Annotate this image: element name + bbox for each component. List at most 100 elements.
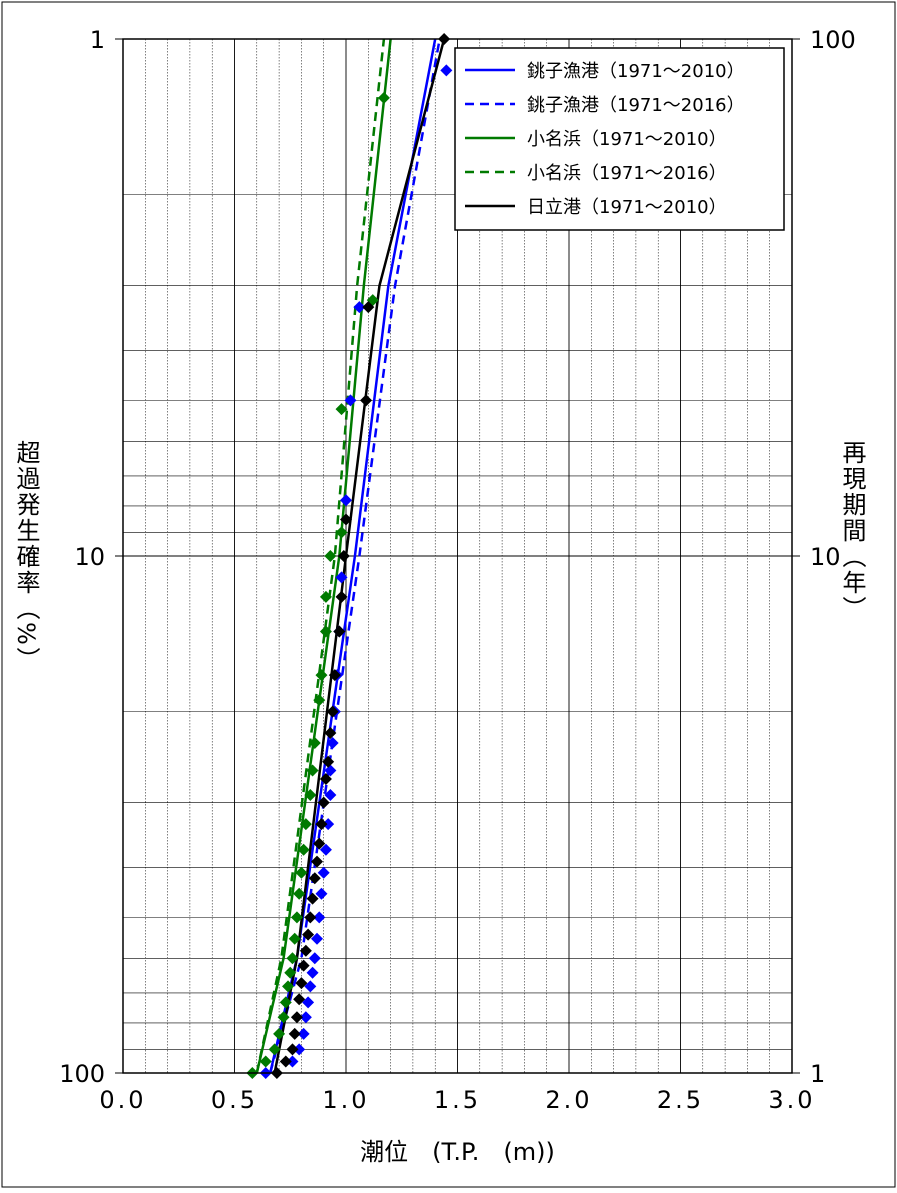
x-tick-label: 1.0 [322,1086,369,1114]
data-point-marker [440,64,453,77]
data-point-marker [297,1027,310,1040]
data-point-marker [306,966,319,979]
data-point-marker [326,705,339,718]
data-point-marker [360,394,373,407]
data-point-marker [295,866,308,879]
data-point-marker [344,394,357,407]
data-point-marker [335,590,348,603]
data-point-marker [328,669,341,682]
data-point-marker [297,843,310,856]
y-tick-label-left: 10 [74,543,105,571]
data-point-marker [284,966,297,979]
data-point-marker [273,1027,286,1040]
data-point-marker [299,944,312,957]
data-point-marker [311,932,324,945]
data-point-marker [299,818,312,831]
data-point-marker [353,301,366,314]
data-point-marker [304,789,317,802]
x-tick-labels: 0.0 0.5 1.0 1.5 2.0 2.5 3.0 [99,1086,815,1114]
legend-label: 銚子漁港（1971～2010） [527,61,745,82]
series-layer [246,33,453,1079]
data-point-marker [302,928,315,941]
series-fit-line [268,38,437,1074]
data-point-marker [315,669,328,682]
legend-label: 日立港（1971～2010） [527,197,727,218]
data-point-marker [324,727,337,740]
data-point-marker [319,773,332,786]
data-point-marker [340,513,352,526]
data-point-marker [293,1043,306,1056]
x-tick-label: 2.5 [657,1086,704,1114]
data-point-marker [337,550,350,562]
data-point-marker [322,755,335,768]
x-tick-label: 2.0 [545,1086,592,1114]
data-point-marker [290,911,303,924]
data-point-marker [362,301,375,314]
y-tick-label-right: 100 [810,26,856,54]
data-point-marker [286,952,299,965]
data-point-marker [306,764,319,777]
data-point-marker [259,1055,272,1068]
data-point-marker [335,526,348,539]
data-point-marker [290,1011,303,1024]
data-point-marker [322,818,335,831]
y-tick-label-right: 10 [810,543,841,571]
x-tick-label: 0.5 [211,1086,258,1114]
data-point-marker [315,887,328,900]
data-point-marker [333,625,346,638]
data-point-marker [279,996,292,1009]
data-point-marker [335,403,348,416]
data-point-marker [317,796,330,809]
series-fit-line [255,38,386,1074]
data-point-marker [317,866,330,879]
data-point-marker [295,977,308,990]
data-point-marker [324,789,337,802]
x-axis-label: 潮位 (T.P. (m)) [360,1138,555,1166]
left-axis-label: 超過発生確率（%） [12,440,40,673]
y-tick-label-left: 100 [59,1060,105,1088]
right-axis-label: 再現期間（年） [838,440,866,622]
data-point-marker [293,993,306,1006]
y-tick-labels: 1 10 100 100 10 1 [59,26,856,1088]
legend-label: 小名浜（1971～2010） [527,129,727,150]
data-point-marker [297,959,310,972]
data-point-marker [313,837,326,850]
series-fit-line [268,38,441,1074]
data-point-marker [308,872,321,885]
data-point-marker [286,1043,299,1056]
legend-label: 銚子漁港（1971～2016） [527,95,745,116]
data-point-marker [288,932,301,945]
data-point-marker [302,996,315,1009]
data-point-marker [315,818,328,831]
data-point-marker [311,855,324,868]
data-point-marker [335,571,348,584]
y-tick-label-right: 1 [810,1060,825,1088]
data-point-marker [304,911,317,924]
x-tick-label: 0.0 [99,1086,146,1114]
data-point-marker [313,911,326,924]
x-tick-label: 3.0 [768,1086,815,1114]
legend: 銚子漁港（1971～2010） 銚子漁港（1971～2016） 小名浜（1971～2… [454,47,785,231]
data-point-marker [293,887,306,900]
data-point-marker [340,494,352,507]
data-point-marker [277,1011,290,1024]
x-tick-label: 1.5 [434,1086,481,1114]
data-point-marker [319,625,332,638]
data-point-marker [319,843,332,856]
data-point-marker [319,590,332,603]
data-point-marker [377,91,390,104]
data-point-marker [279,1055,292,1068]
data-point-marker [306,892,319,905]
y-tick-label-left: 1 [90,26,105,54]
data-point-marker [268,1043,281,1056]
data-point-marker [324,550,337,562]
data-point-marker [313,694,326,707]
data-point-marker [288,1027,301,1040]
legend-label: 小名浜（1971～2016） [527,163,727,184]
data-point-marker [299,1011,312,1024]
data-point-marker [286,1055,299,1068]
data-point-marker [304,980,317,993]
data-point-marker [324,764,337,777]
